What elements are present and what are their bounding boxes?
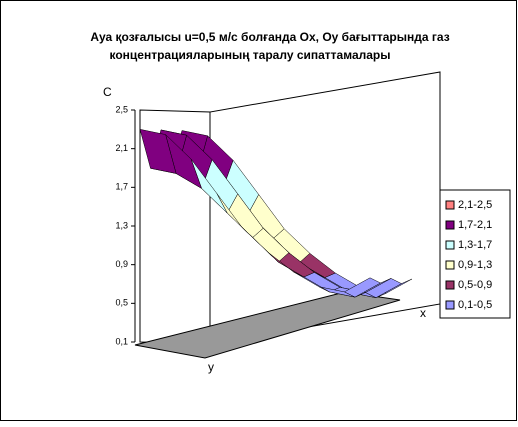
legend-label: 0,1-0,5: [458, 299, 492, 311]
z-tick-label: 0,9: [115, 259, 128, 269]
legend-label: 0,5-0,9: [458, 279, 492, 291]
z-axis-label: C: [103, 85, 112, 99]
legend-swatch: [445, 200, 455, 210]
z-tick-label: 1,3: [115, 220, 128, 230]
surface-cell: [139, 128, 177, 174]
legend-label: 1,7-2,1: [458, 219, 492, 231]
legend-swatch: [445, 220, 455, 230]
y-axis-label: y: [208, 360, 214, 374]
legend-swatch: [445, 240, 455, 250]
z-tick-label: 1,7: [115, 182, 128, 192]
legend-swatch: [445, 260, 455, 270]
z-tick-label: 2,1: [115, 143, 128, 153]
chart-title: концентрацияларының таралу сипаттамалары: [109, 48, 390, 62]
z-tick-label: 0,5: [115, 298, 128, 308]
legend-label: 2,1-2,5: [458, 199, 492, 211]
x-axis-label: x: [420, 306, 426, 320]
legend: [439, 189, 511, 319]
legend-swatch: [445, 280, 455, 290]
floor: [134, 291, 401, 359]
z-tick-label: 0,1: [115, 336, 128, 346]
chart-title: Ауа қозғалысы u=0,5 м/с болғанда Ox, Oy …: [90, 30, 449, 44]
legend-label: 0,9-1,3: [458, 259, 492, 271]
legend-swatch: [445, 300, 455, 310]
z-tick-label: 2,5: [115, 104, 128, 114]
legend-label: 1,3-1,7: [458, 239, 492, 251]
